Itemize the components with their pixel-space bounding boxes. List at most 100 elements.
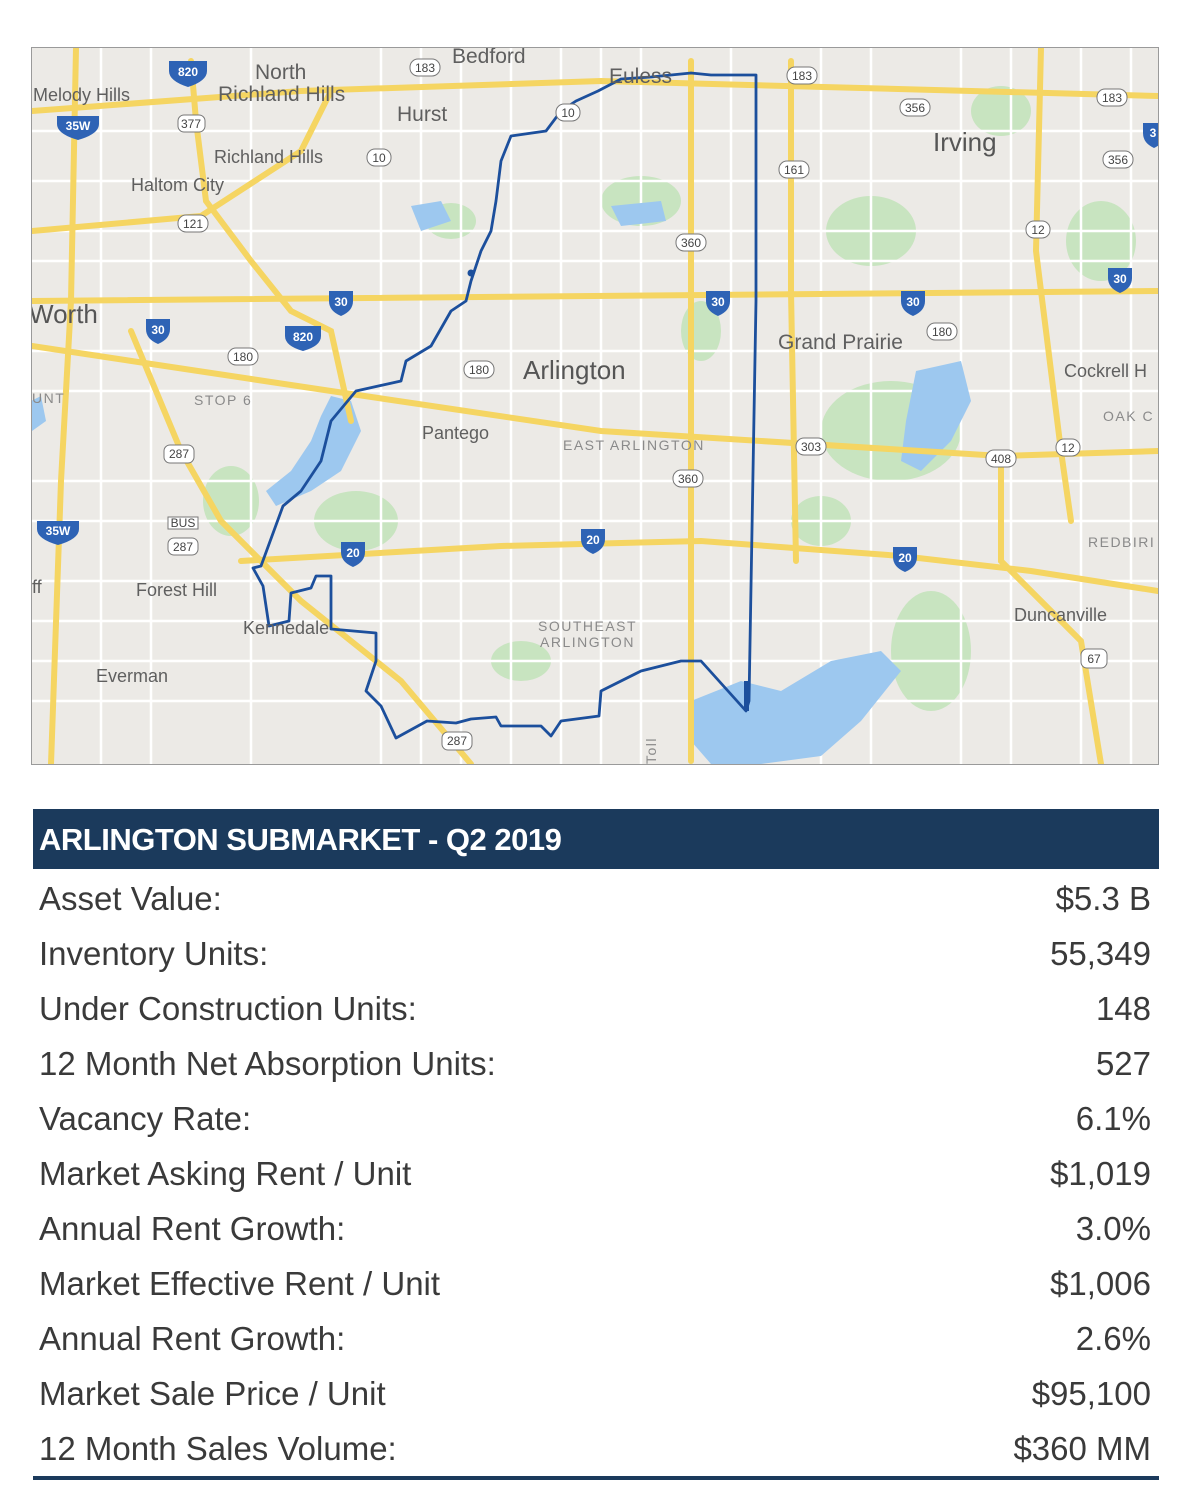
sh183-shield-b: 183 [786,66,818,85]
stat-row: Annual Rent Growth: 2.6% [33,1311,1159,1366]
map[interactable]: Bedford North Richland Hills Melody Hill… [31,47,1159,765]
us287-shield-a: 287 [163,444,195,464]
label-unt: UNT [32,390,65,406]
svg-text:180: 180 [932,325,952,339]
label-cockrell-hill: Cockrell H [1064,361,1147,381]
label-redbird: REDBIRI [1088,534,1155,550]
svg-text:356: 356 [905,101,925,115]
stats-rows: Asset Value: $5.3 B Inventory Units: 55,349… [33,871,1159,1476]
sh121-shield: 121 [177,214,209,233]
label-pantego: Pantego [422,423,489,443]
svg-text:30: 30 [711,295,725,309]
svg-text:20: 20 [346,546,360,560]
i20-shield-c: 20 [893,547,917,572]
svg-text:180: 180 [233,350,253,364]
label-kennedale: Kennedale [243,618,329,638]
boundary-end [744,681,749,711]
svg-text:30: 30 [334,295,348,309]
i35w-shield-top: 35W [57,116,99,140]
svg-text:287: 287 [169,447,189,461]
i820-shield-top: 820 [169,61,207,87]
svg-text:BUS: BUS [171,516,196,530]
svg-text:180: 180 [469,363,489,377]
stat-label: Market Asking Rent / Unit [39,1154,412,1192]
svg-text:35W: 35W [46,524,71,538]
stat-row: 12 Month Net Absorption Units: 527 [33,1036,1159,1091]
svg-text:820: 820 [178,65,198,79]
us67-shield: 67 [1080,648,1108,669]
sh303-shield: 303 [795,437,827,456]
stat-value: 3.0% [1075,1209,1151,1247]
i20-shield-b: 20 [581,529,605,554]
stat-row: Inventory Units: 55,349 [33,926,1159,981]
svg-text:377: 377 [181,117,201,131]
stat-label: 12 Month Net Absorption Units: [39,1044,496,1082]
label-oak-cliff: OAK C [1103,408,1154,424]
svg-text:121: 121 [183,217,203,231]
stat-value: 55,349 [1050,934,1151,972]
stat-value: $5.3 B [1055,879,1151,917]
svg-text:820: 820 [293,330,313,344]
map-labels: Bedford North Richland Hills Melody Hill… [32,48,1155,764]
sh356-shield-a: 356 [899,98,931,117]
stat-label: Inventory Units: [39,934,269,972]
stat-row: Market Asking Rent / Unit $1,019 [33,1146,1159,1201]
svg-text:67: 67 [1087,652,1101,666]
svg-text:30: 30 [151,323,165,337]
stat-value: $1,006 [1050,1264,1151,1302]
svg-text:287: 287 [173,540,193,554]
label-southeast-arlington: SOUTHEAST [538,618,637,634]
label-forest-hill: Forest Hill [136,580,217,600]
submarket-boundary [251,71,758,740]
label-ff: ff [32,577,43,597]
stat-row: Annual Rent Growth: 3.0% [33,1201,1159,1256]
route-shields: 377 183 183 183 356 356 10 10 121 161 12… [163,58,1134,751]
label-bedford: Bedford [452,48,526,68]
sh10-shield-a: 10 [555,103,581,122]
i30-shield-a: 30 [329,291,353,316]
label-melody-hills: Melody Hills [33,85,130,105]
i30-shield-e: 30 [1108,268,1132,293]
svg-text:12: 12 [1031,223,1045,237]
svg-text:356: 356 [1108,153,1128,167]
svg-text:161: 161 [784,163,804,177]
stat-row: Market Effective Rent / Unit $1,006 [33,1256,1159,1311]
stat-value: 6.1% [1075,1099,1151,1137]
submarket-stats-table: ARLINGTON SUBMARKET - Q2 2019 Asset Valu… [33,809,1159,1480]
i30-shield-b: 30 [146,319,170,344]
sh360-shield-a: 360 [675,233,707,252]
stat-label: Market Effective Rent / Unit [39,1264,441,1302]
stat-label: Annual Rent Growth: [39,1319,346,1357]
water [32,201,971,764]
sh180-shield-a: 180 [227,347,259,366]
label-southeast-arlington-2: ARLINGTON [540,634,635,650]
bus287-shield: BUS 287 [167,516,199,556]
sh161-shield: 161 [778,160,810,179]
label-everman: Everman [96,666,168,686]
i20-shield-a: 20 [341,542,365,567]
sh360-shield-b: 360 [672,469,704,488]
i30-shield-d: 30 [901,291,925,316]
sh408-shield: 408 [985,449,1017,468]
us287-shield-b: 287 [441,731,473,751]
stat-value: $1,019 [1050,1154,1151,1192]
label-hurst: Hurst [397,103,447,126]
svg-text:360: 360 [681,236,701,250]
label-irving: Irving [933,127,997,157]
stat-row: 12 Month Sales Volume: $360 MM [33,1421,1159,1476]
i3-shield-partial: 3 [1143,123,1158,148]
label-euless: Euless [609,65,672,88]
svg-text:12: 12 [1061,441,1075,455]
svg-text:183: 183 [415,61,435,75]
stat-row: Market Sale Price / Unit $95,100 [33,1366,1159,1421]
stat-value: $95,100 [1031,1374,1151,1412]
stat-value: 527 [1095,1044,1151,1082]
highways [32,48,1158,764]
stat-value: 2.6% [1075,1319,1151,1357]
svg-text:20: 20 [586,533,600,547]
label-richland-hills: Richland Hills [214,147,323,167]
sh10-shield-b: 10 [366,148,392,167]
label-grand-prairie: Grand Prairie [778,331,903,354]
svg-text:408: 408 [991,452,1011,466]
boundary-marker [467,269,475,277]
